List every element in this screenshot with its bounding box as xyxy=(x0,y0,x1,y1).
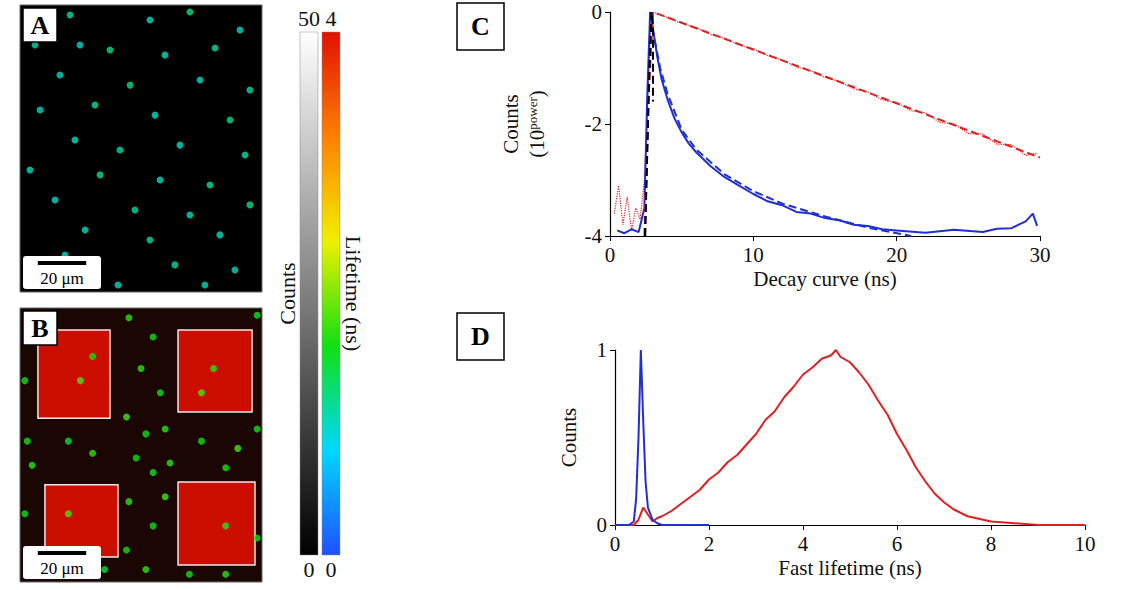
svg-text:(10: (10 xyxy=(525,130,549,158)
svg-text:1: 1 xyxy=(597,338,608,362)
svg-text:): ) xyxy=(525,90,549,97)
svg-text:4: 4 xyxy=(326,6,337,31)
svg-text:Fast lifetime (ns): Fast lifetime (ns) xyxy=(778,556,921,580)
svg-text:Counts: Counts xyxy=(275,262,300,324)
svg-text:8: 8 xyxy=(986,532,997,556)
svg-text:2: 2 xyxy=(704,532,715,556)
svg-text:-4: -4 xyxy=(585,224,603,248)
svg-text:Counts: Counts xyxy=(499,94,523,154)
svg-text:30: 30 xyxy=(1030,243,1051,267)
svg-text:20 μm: 20 μm xyxy=(40,559,84,578)
svg-text:20: 20 xyxy=(886,243,907,267)
svg-text:4: 4 xyxy=(798,532,809,556)
svg-text:D: D xyxy=(471,322,490,351)
svg-text:0: 0 xyxy=(326,557,337,582)
svg-text:20 μm: 20 μm xyxy=(40,269,84,288)
svg-text:0: 0 xyxy=(304,557,315,582)
svg-text:power: power xyxy=(525,97,540,130)
svg-text:A: A xyxy=(31,11,50,40)
svg-text:C: C xyxy=(471,12,490,41)
svg-text:Counts: Counts xyxy=(557,408,581,468)
svg-text:6: 6 xyxy=(892,532,903,556)
svg-text:B: B xyxy=(31,314,48,343)
svg-text:0: 0 xyxy=(610,532,621,556)
svg-text:10: 10 xyxy=(1075,532,1096,556)
svg-text:Decay curve (ns): Decay curve (ns) xyxy=(753,267,896,291)
svg-text:-2: -2 xyxy=(585,112,603,136)
svg-text:Lifetime (ns): Lifetime (ns) xyxy=(341,236,366,351)
svg-text:0: 0 xyxy=(605,243,616,267)
svg-text:0: 0 xyxy=(592,0,603,24)
svg-text:50: 50 xyxy=(298,6,320,31)
svg-text:10: 10 xyxy=(743,243,764,267)
svg-text:0: 0 xyxy=(597,513,608,537)
